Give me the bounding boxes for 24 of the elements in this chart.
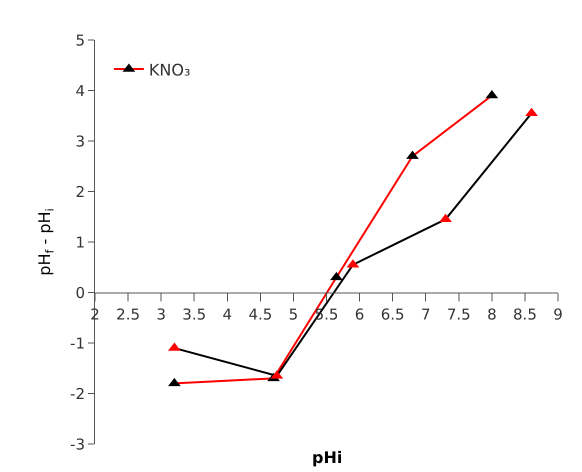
y-tick-label: 5 [75,31,85,50]
y-tick-label: 3 [75,132,85,150]
x-tick-label: 7.5 [446,306,471,324]
x-tick-label: 4 [222,306,232,324]
x-tick-label: 8.5 [513,306,537,324]
x-tick-label: 7 [420,306,430,324]
y-tick-label: -2 [70,384,85,403]
x-tick-label: 5 [288,306,298,324]
y-tick-label: -3 [70,435,85,454]
x-tick-label: 4.5 [248,306,272,324]
y-tick-label: -1 [70,334,85,352]
legend-label: KNO₃ [148,60,190,80]
y-tick-label: 0 [75,284,85,302]
x-tick-label: 8 [487,306,497,324]
y-tick-label: 2 [75,182,85,201]
y-tick-label: 4 [75,82,85,100]
x-tick-label: 6 [354,306,364,324]
x-axis-title: pHi [312,448,342,467]
x-tick-label: 9 [553,306,563,324]
x-tick-label: 2.5 [116,306,140,324]
x-tick-label: 3 [156,306,166,324]
x-tick-label: 6.5 [380,306,405,324]
y-tick-label: 1 [75,233,85,252]
x-tick-label: 3.5 [182,306,206,324]
